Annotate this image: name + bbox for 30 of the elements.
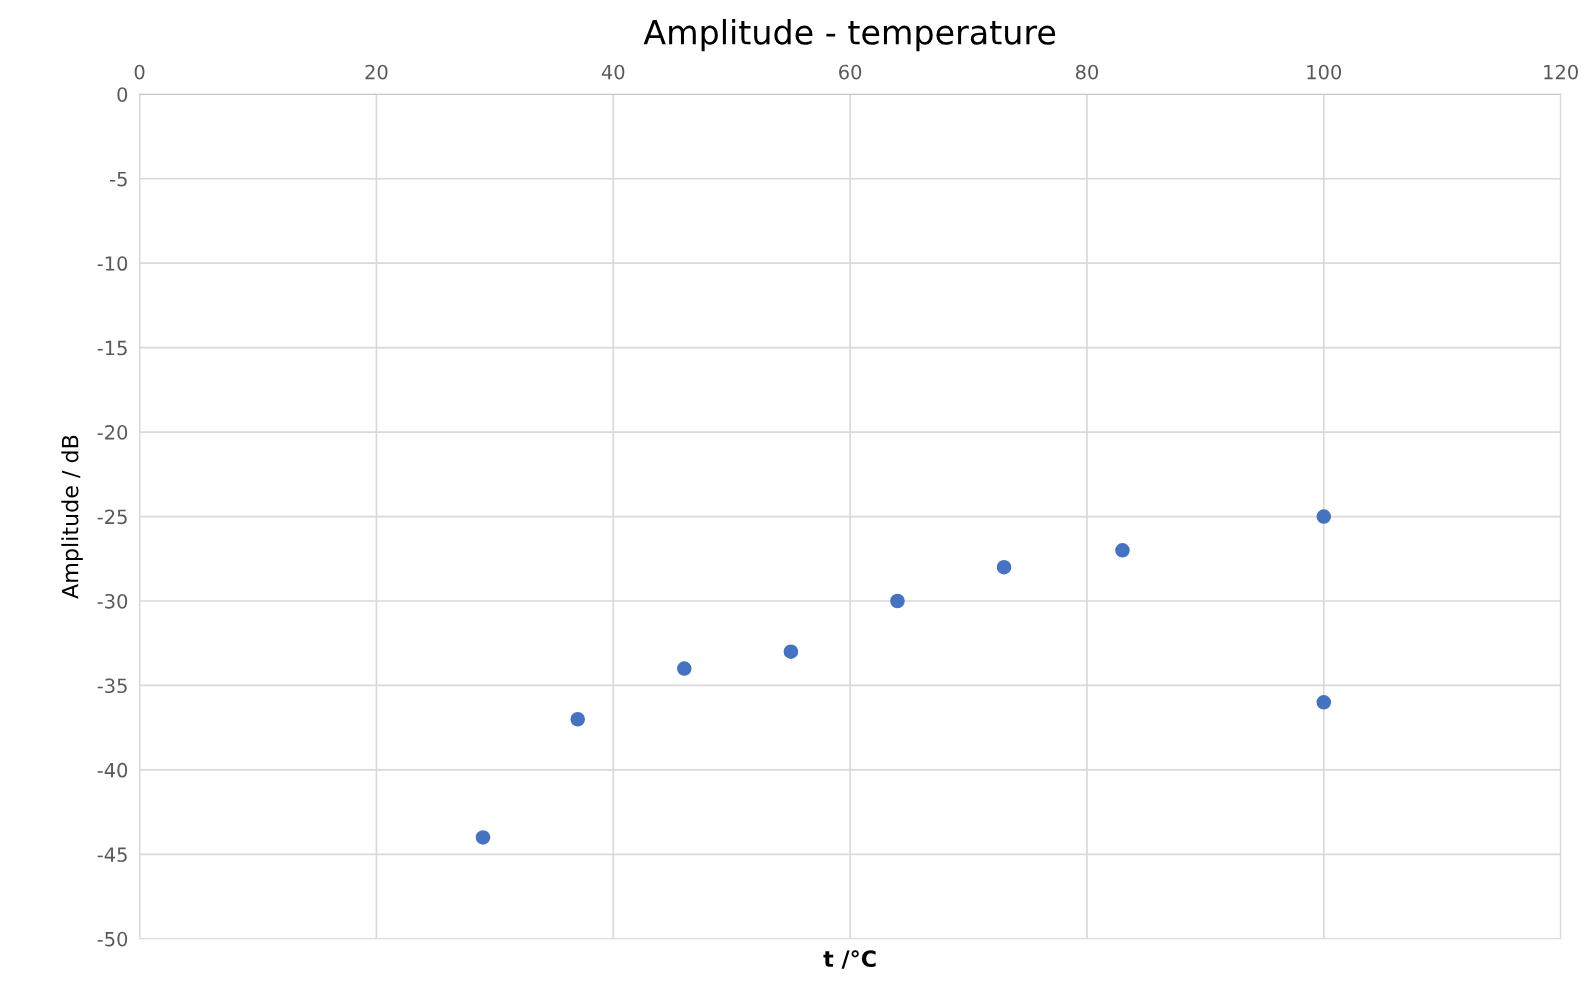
x-tick-label: 100 <box>1307 64 1342 80</box>
point <box>677 661 692 676</box>
y-tick-label: -15 <box>97 340 127 356</box>
y-tick-label: -20 <box>97 425 128 440</box>
y-tick-label: -50 <box>97 931 128 947</box>
point <box>570 711 586 727</box>
y-axis-title: Amplitude / dB <box>61 435 83 599</box>
y-tick-label: -35 <box>97 678 127 694</box>
y-tick-label: -45 <box>97 847 127 863</box>
x-tick-label: 120 <box>1544 64 1578 80</box>
x-tick-label: 40 <box>601 64 625 80</box>
point <box>996 559 1012 575</box>
point <box>1316 695 1332 710</box>
point <box>475 830 491 845</box>
y-tick-label: -30 <box>97 593 128 609</box>
chart-title: Amplitude - temperature <box>643 18 1056 52</box>
y-tick-label: 0 <box>117 87 128 102</box>
x-tick-label: 0 <box>134 64 145 80</box>
x-tick-label: 20 <box>365 64 388 80</box>
y-tick-label: -10 <box>97 256 128 271</box>
point <box>890 593 905 609</box>
point <box>1316 509 1332 524</box>
x-axis-title: t /°C <box>823 950 876 969</box>
x-tick-label: 80 <box>1075 64 1099 80</box>
y-tick-label: -5 <box>110 171 127 187</box>
y-tick-label: -40 <box>97 762 128 778</box>
x-tick-label: 60 <box>839 64 862 80</box>
point <box>783 644 799 659</box>
y-tick-label: -25 <box>97 509 127 525</box>
point <box>1115 543 1130 558</box>
